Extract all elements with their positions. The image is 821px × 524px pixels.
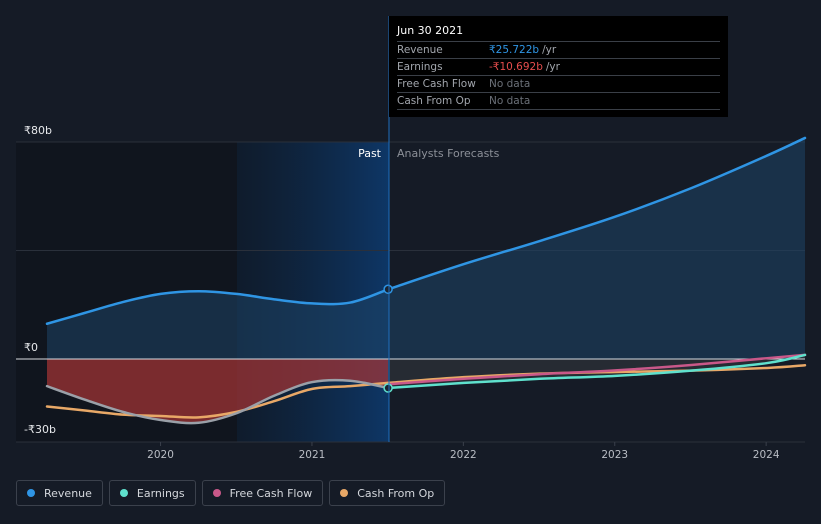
y-tick-label: ₹0 <box>24 341 38 354</box>
y-tick-label: ₹80b <box>24 124 52 137</box>
revenue-marker <box>383 284 393 295</box>
tooltip-row-label: Earnings <box>397 61 443 73</box>
earnings-forecast-line <box>386 353 807 390</box>
tooltip-row-label: Revenue <box>397 44 443 56</box>
x-tick-label: 2024 <box>753 449 780 461</box>
legend-dot-icon <box>119 489 128 497</box>
tooltip-row-unit: /yr <box>545 61 560 73</box>
tooltip-row: Free Cash Flow No data <box>397 75 720 92</box>
tooltip-row: Cash From Op No data <box>397 92 720 110</box>
cash-from-op-forecast-line <box>386 363 807 385</box>
tooltip-row-label: Cash From Op <box>397 95 471 107</box>
legend-item-label: Earnings <box>136 486 185 500</box>
free-cash-flow-forecast-line <box>386 353 807 386</box>
legend-item-label: Free Cash Flow <box>229 486 313 500</box>
tooltip-row-value: No data <box>489 78 531 90</box>
tooltip-row: Earnings -₹10.692b/yr <box>397 58 720 75</box>
earnings-past-line <box>45 378 390 425</box>
x-tick-label: 2021 <box>299 449 326 461</box>
tooltip-row-value: No data <box>489 95 531 107</box>
hover-tooltip: Jun 30 2021 Revenue ₹25.722b/yr Earnings -₹… <box>389 16 728 117</box>
legend-dot-icon <box>27 489 35 497</box>
tooltip-row-value: ₹25.722b <box>489 44 540 56</box>
legend-item-label: Cash From Op <box>357 486 435 500</box>
legend-dot-icon <box>212 489 221 497</box>
legend-item-revenue[interactable]: Revenue <box>16 480 103 506</box>
legend-item-label: Revenue <box>44 486 92 500</box>
x-tick-label: 2020 <box>147 449 174 461</box>
forecast-label: Analysts Forecasts <box>397 147 500 160</box>
tooltip-row-label: Free Cash Flow <box>397 78 476 90</box>
tooltip-date: Jun 30 2021 <box>397 24 464 37</box>
tooltip-row: Revenue ₹25.722b/yr <box>397 41 720 58</box>
x-tick-label: 2023 <box>601 449 628 461</box>
legend-item-cash-from-op[interactable]: Cash From Op <box>329 480 446 506</box>
legend-item-earnings[interactable]: Earnings <box>108 480 196 506</box>
tooltip-row-value: -₹10.692b <box>489 61 543 73</box>
earnings-marker <box>383 383 393 393</box>
legend-item-free-cash-flow[interactable]: Free Cash Flow <box>201 480 324 506</box>
revenue-forecast-line <box>386 136 807 291</box>
chart-legend: Revenue Earnings Free Cash Flow Cash From O… <box>16 480 446 506</box>
line-chart: ₹80b ₹0 -₹30b 2020 2021 2022 2023 2024 Past Ana… <box>16 16 807 461</box>
tooltip-row-unit: /yr <box>542 44 557 56</box>
revenue-area <box>47 137 805 359</box>
legend-dot-icon <box>340 489 349 497</box>
x-tick-label: 2022 <box>450 449 477 461</box>
cash-from-op-past-line <box>45 381 390 419</box>
y-tick-label: -₹30b <box>24 423 56 436</box>
earnings-loss-area <box>47 359 389 424</box>
revenue-past-line <box>45 288 390 325</box>
past-label: Past <box>358 147 382 160</box>
